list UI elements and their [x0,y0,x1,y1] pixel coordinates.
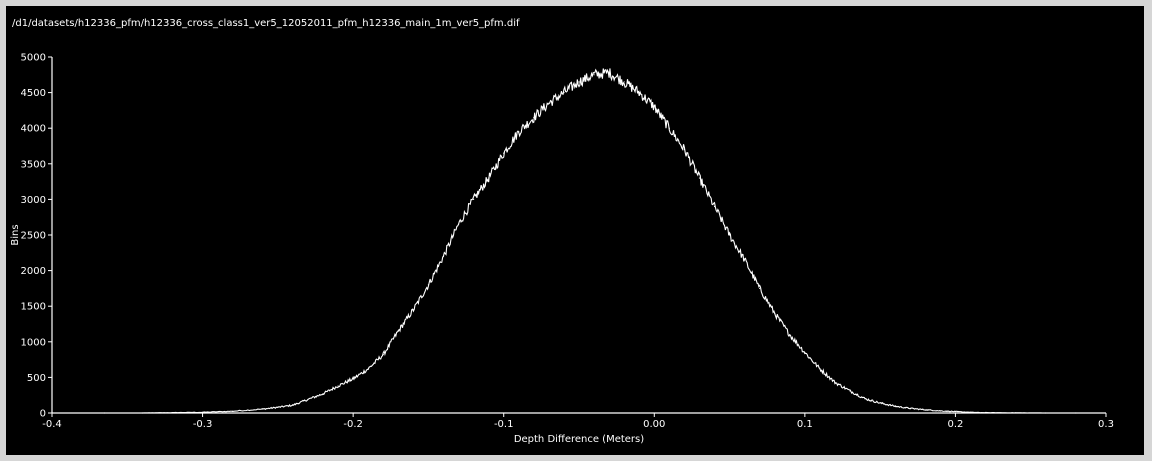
data-point [638,92,640,94]
y-tick-label: 1000 [21,337,46,348]
data-point [322,393,324,395]
data-point [819,368,821,370]
data-point [924,409,926,411]
y-tick-label: 5000 [21,53,46,64]
data-point [1015,412,1017,414]
data-point [548,102,550,104]
data-point [201,411,204,413]
data-point [488,177,490,179]
plot-panel: /d1/datasets/h12336_pfm/h12336_cross_cla… [6,6,1144,455]
data-point [759,287,761,289]
data-point [382,354,384,356]
data-point [894,405,896,407]
data-point [668,127,670,129]
data-point [503,152,505,154]
data-point [473,198,475,200]
data-point [608,72,610,74]
data-point [849,390,851,392]
data-point [789,334,791,336]
data-point [984,412,987,414]
data-point [864,398,866,400]
data-point [744,259,746,261]
x-tick-label: 0.2 [947,419,963,430]
data-point [774,312,776,314]
data-point [954,410,957,413]
data-point [623,81,625,83]
data-point [232,410,234,412]
data-point [457,223,460,225]
data-point [563,92,565,94]
data-point [427,284,430,286]
y-tick-label: 2000 [21,266,46,277]
x-tick-label: -0.1 [494,419,514,430]
data-point [367,368,369,370]
data-point [1075,412,1077,414]
data-point [909,407,911,409]
data-point [969,411,972,413]
y-tick-label: 4000 [21,124,46,135]
x-tick-label: 0.1 [797,419,813,430]
file-path-title: /d1/datasets/h12336_pfm/h12336_cross_cla… [12,18,520,29]
data-point [593,74,595,76]
histogram-line [104,68,1076,414]
x-axis-label: Depth Difference (Meters) [514,434,644,445]
x-tick-label: 0.00 [643,419,665,430]
data-point [578,81,580,83]
data-point [141,412,143,414]
data-point [104,412,106,414]
y-tick-label: 500 [27,373,46,384]
histogram-chart: /d1/datasets/h12336_pfm/h12336_cross_cla… [10,18,1114,445]
data-point [518,131,520,133]
data-point [307,398,309,401]
y-tick-label: 2500 [21,231,46,242]
data-point [939,410,941,412]
y-tick-label: 0 [40,409,46,420]
data-point [397,330,399,332]
series-layer [104,68,1077,414]
x-tick-label: 0.3 [1098,419,1114,430]
data-point [698,177,701,179]
axes: 0 500 1000 1500 2000 2500 3000 3500 4000 4500 5000… [21,53,1114,431]
data-point [879,402,881,404]
data-point [262,408,264,410]
x-tick-label: -0.2 [343,419,363,430]
data-point [804,351,806,354]
x-tick-label: -0.3 [193,419,213,430]
data-point [653,106,655,108]
data-point [292,404,294,406]
data-point [277,406,279,408]
data-point [728,234,731,236]
x-tick-label: -0.4 [42,419,62,430]
y-tick-label: 3500 [21,159,46,170]
data-point [533,116,535,119]
y-tick-label: 3000 [21,195,46,206]
data-point [1045,412,1047,414]
data-point [352,378,354,380]
data-point [442,255,445,257]
data-point [713,205,716,208]
y-axis-label: Bins [10,224,21,245]
data-point [412,309,414,311]
data-point [834,381,836,383]
data-point [171,412,174,414]
data-point [683,148,686,151]
y-tick-label: 4500 [21,88,46,99]
data-point [337,385,339,387]
y-tick-label: 1500 [21,302,46,313]
